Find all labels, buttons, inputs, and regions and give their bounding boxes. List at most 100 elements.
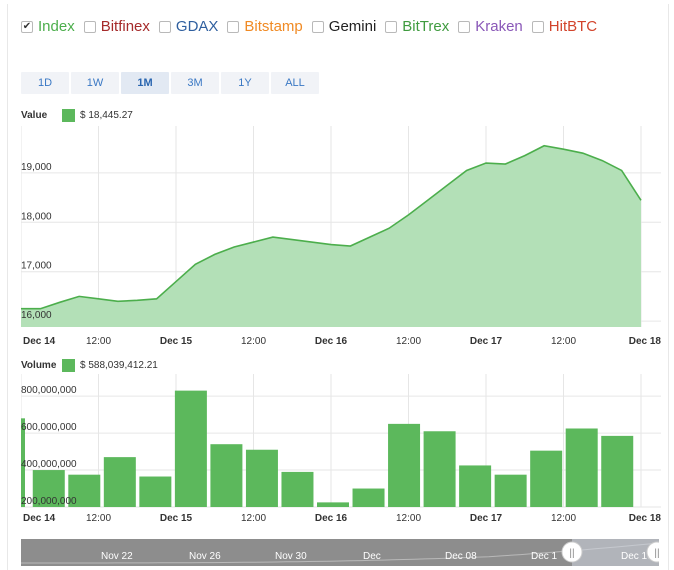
chart-container: ✔ Index Bitfinex GDAX Bitstamp Gemini BitTrex K… [7, 4, 669, 570]
range-button-1w[interactable]: 1W [71, 72, 119, 94]
navigator-selection[interactable] [572, 539, 659, 566]
range-button-all[interactable]: ALL [271, 72, 319, 94]
value-legend-name: Value [21, 110, 48, 121]
exchange-checkbox[interactable] [227, 21, 240, 33]
value-x-tick-label: 12:00 [241, 336, 266, 347]
navigator-label: Nov 22 [101, 551, 133, 562]
exchange-checkbox[interactable] [311, 21, 324, 33]
volume-legend-value: $ 588,039,412.21 [80, 360, 158, 371]
volume-bar-chart[interactable]: 200,000,000 400,000,000 600,000,000 800,000… [21, 374, 661, 529]
exchange-label: HitBTC [548, 18, 598, 35]
exchange-toggle-gemini[interactable]: Gemini [311, 18, 377, 36]
volume-x-tick-label: 12:00 [396, 513, 421, 524]
volume-bar [565, 428, 598, 507]
value-legend-swatch [62, 109, 75, 122]
volume-x-tick-label: Dec 18 [629, 513, 661, 524]
value-y-tick-label: 16,000 [21, 310, 52, 321]
volume-x-tick-label: 12:00 [86, 513, 111, 524]
range-button-1y[interactable]: 1Y [221, 72, 269, 94]
value-legend: Value $ 18,445.27 [21, 109, 133, 122]
volume-bar [281, 471, 314, 507]
exchange-label: Bitstamp [244, 18, 303, 35]
value-x-tick-label: 12:00 [396, 336, 421, 347]
exchange-checkbox[interactable] [83, 21, 96, 33]
volume-y-tick-label: 600,000,000 [21, 422, 77, 433]
volume-y-tick-label: 200,000,000 [21, 496, 77, 507]
volume-bar [32, 470, 65, 507]
navigator-label: Dec [363, 551, 381, 562]
navigator-label: Nov 26 [189, 551, 221, 562]
exchange-label: BitTrex [402, 18, 450, 35]
navigator-handle[interactable] [561, 541, 583, 563]
volume-bar [245, 449, 278, 507]
value-y-tick-label: 17,000 [21, 261, 52, 272]
range-selector: 1D 1W 1M 3M 1Y ALL [21, 72, 321, 94]
volume-bar [352, 488, 385, 507]
volume-bar [317, 502, 349, 507]
exchange-checkbox[interactable] [531, 21, 544, 33]
exchange-label: Index [38, 18, 75, 35]
exchange-checkbox[interactable] [385, 21, 398, 33]
volume-bar [68, 474, 101, 507]
volume-bar [494, 474, 527, 507]
volume-bar [139, 476, 172, 507]
navigator-handle-grip: || [569, 548, 574, 559]
value-x-tick-label: 12:00 [551, 336, 576, 347]
volume-x-tick-label: 12:00 [241, 513, 266, 524]
navigator-label: Dec 16 [621, 551, 653, 562]
navigator-label: Nov 30 [275, 551, 307, 562]
exchange-toggle-bitfinex[interactable]: Bitfinex [83, 18, 150, 36]
value-x-tick-label: Dec 18 [629, 336, 661, 347]
exchange-checkbox[interactable] [458, 21, 471, 33]
volume-bar [174, 390, 207, 507]
value-x-tick-label: 12:00 [86, 336, 111, 347]
volume-bar [423, 431, 456, 507]
exchange-toggle-kraken[interactable]: Kraken [458, 18, 523, 36]
volume-x-tick-label: Dec 15 [160, 513, 193, 524]
exchange-toggle-bitstamp[interactable]: Bitstamp [227, 18, 303, 36]
range-button-3m[interactable]: 3M [171, 72, 219, 94]
navigator-handle-grip: || [654, 548, 659, 559]
volume-x-tick-label: Dec 17 [470, 513, 503, 524]
volume-bar [103, 457, 136, 507]
value-x-tick-label: Dec 15 [160, 336, 193, 347]
value-x-tick-label: Dec 16 [315, 336, 348, 347]
volume-x-tick-label: 12:00 [551, 513, 576, 524]
volume-bar [601, 435, 634, 507]
value-y-tick-label: 19,000 [21, 162, 52, 173]
exchange-checkbox[interactable]: ✔ [21, 21, 33, 33]
value-area-chart[interactable]: 16,000 17,000 18,000 19,000 Dec 14 12:00 Dec 1… [21, 124, 661, 349]
exchange-label: Kraken [475, 18, 523, 35]
exchange-selector: ✔ Index Bitfinex GDAX Bitstamp Gemini BitTrex K… [21, 18, 606, 36]
navigator-trend [21, 542, 659, 564]
volume-bar [459, 465, 492, 507]
volume-legend: Volume $ 588,039,412.21 [21, 359, 158, 372]
volume-bar [21, 418, 25, 507]
value-legend-value: $ 18,445.27 [80, 110, 133, 121]
volume-bar [530, 450, 563, 507]
exchange-label: Bitfinex [100, 18, 150, 35]
exchange-toggle-index[interactable]: ✔ Index [21, 18, 75, 36]
range-button-1d[interactable]: 1D [21, 72, 69, 94]
exchange-toggle-gdax[interactable]: GDAX [158, 18, 219, 36]
volume-y-tick-label: 800,000,000 [21, 385, 77, 396]
volume-bar [388, 423, 421, 507]
exchange-label: Gemini [328, 18, 377, 35]
exchange-toggle-hitbtc[interactable]: HitBTC [531, 18, 598, 36]
value-x-tick-label: Dec 17 [470, 336, 503, 347]
value-line [21, 144, 642, 310]
range-button-1m[interactable]: 1M [121, 72, 169, 94]
volume-bar [210, 444, 243, 507]
volume-x-tick-label: Dec 14 [23, 513, 56, 524]
volume-y-tick-label: 400,000,000 [21, 459, 77, 470]
exchange-toggle-bittrex[interactable]: BitTrex [385, 18, 449, 36]
value-y-tick-label: 18,000 [21, 211, 52, 222]
navigator-handle[interactable] [646, 541, 659, 563]
volume-legend-name: Volume [21, 360, 57, 371]
exchange-label: GDAX [175, 18, 219, 35]
volume-x-tick-label: Dec 16 [315, 513, 348, 524]
volume-legend-swatch [62, 359, 75, 372]
exchange-checkbox[interactable] [158, 21, 171, 33]
range-navigator[interactable]: Nov 22 Nov 26 Nov 30 Dec Dec 08 Dec 1 Dec 16||… [21, 539, 659, 566]
navigator-label: Dec 1 [531, 551, 558, 562]
